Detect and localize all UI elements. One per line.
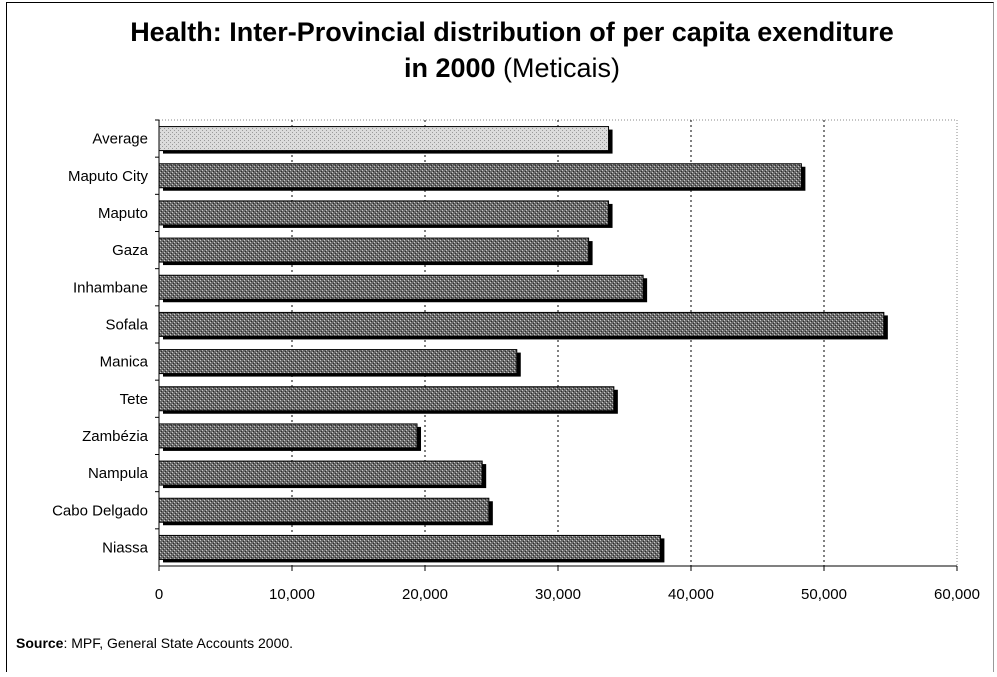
bar-zamb-zia [158,423,418,449]
category-label-nampula: Nampula [88,465,149,482]
x-tick-label-0: 0 [155,586,163,603]
bar-gaza [158,237,590,263]
x-tick-label-4: 40,000 [668,586,714,603]
bar-inhambane [158,274,644,300]
chart-title-line2: in 2000 (Meticais) [0,50,997,86]
bar-maputo-city [158,163,802,189]
bar-average [158,126,610,152]
category-label-maputo: Maputo [98,205,148,222]
chart-title-line1: Health: Inter-Provincial distribution of… [130,17,894,47]
x-tick-label-2: 20,000 [402,586,448,603]
category-label-maputo-city: Maputo City [68,168,149,185]
category-label-inhambane: Inhambane [73,279,148,296]
x-tick-label-5: 50,000 [801,586,847,603]
chart-title-unit: (Meticais) [503,53,621,83]
chart-title-year: in 2000 [403,53,496,83]
plot-area: Average Maputo City Maputo Gaza Inhambane Sof… [52,119,980,603]
x-tick-label-6: 60,000 [934,586,980,603]
category-label-manica: Manica [100,354,149,371]
category-label-niassa: Niassa [102,539,149,556]
source-label: Source [16,635,64,651]
source-text: : MPF, General State Accounts 2000. [63,635,294,651]
category-label-tete: Tete [120,391,148,408]
category-label-gaza: Gaza [112,242,149,259]
category-label-sofala: Sofala [105,316,148,333]
bar-niassa [158,534,661,560]
chart-frame [6,2,994,672]
bar-nampula [158,460,483,486]
category-label-cabo-delgado: Cabo Delgado [52,502,148,519]
bar-maputo [158,200,610,226]
x-tick-label-3: 30,000 [535,586,581,603]
chart-title: Health: Inter-Provincial distribution of… [0,14,997,86]
bar-sofala [158,311,885,337]
bar-cabo-delgado [158,497,490,523]
bar-tete [158,386,615,412]
x-tick-label-1: 10,000 [269,586,315,603]
category-label-zamb-zia: Zambézia [82,428,149,445]
bar-manica [158,349,518,375]
source-note: Source: MPF, General State Accounts 2000… [16,635,293,651]
category-label-average: Average [92,131,148,148]
